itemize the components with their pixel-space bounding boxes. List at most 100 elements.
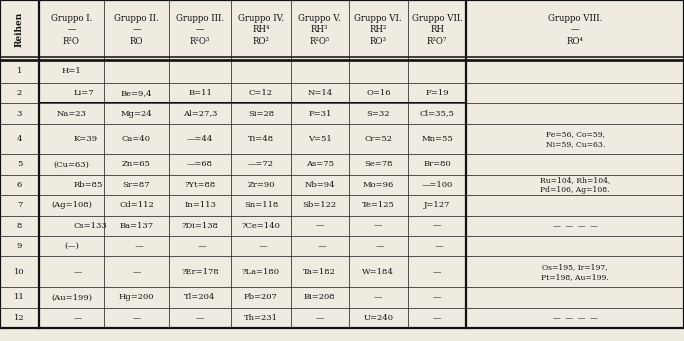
Text: —: —: [130, 242, 143, 250]
Text: 5: 5: [17, 160, 22, 168]
Text: Ba=137: Ba=137: [120, 222, 153, 230]
Text: —: —: [196, 314, 205, 322]
Text: Zn=65: Zn=65: [122, 160, 151, 168]
Text: 9: 9: [17, 242, 22, 250]
Text: 11: 11: [14, 293, 25, 301]
Text: Cr=52: Cr=52: [365, 135, 392, 143]
Text: —: —: [433, 222, 441, 230]
Text: Th=231: Th=231: [244, 314, 278, 322]
Text: —: —: [74, 314, 82, 322]
Text: —: —: [371, 242, 385, 250]
Text: (Ag=108): (Ag=108): [51, 201, 92, 209]
Text: Pb=207: Pb=207: [244, 293, 278, 301]
Text: F=19: F=19: [425, 89, 449, 97]
Text: Ti=48: Ti=48: [248, 135, 274, 143]
Text: Gruppo V.
RH³
R²O⁵: Gruppo V. RH³ R²O⁵: [298, 14, 341, 46]
Text: Gruppo IV.
RH⁴
RO²: Gruppo IV. RH⁴ RO²: [238, 14, 284, 46]
Text: Mo=96: Mo=96: [363, 181, 394, 189]
Text: Ta=182: Ta=182: [303, 268, 337, 276]
Text: Al=27,3: Al=27,3: [183, 109, 218, 118]
Text: Nb=94: Nb=94: [304, 181, 335, 189]
Text: ?La=180: ?La=180: [242, 268, 280, 276]
Text: U=240: U=240: [363, 314, 393, 322]
Text: —: —: [132, 314, 141, 322]
Text: —: —: [194, 242, 207, 250]
Text: —: —: [374, 293, 382, 301]
Text: V=51: V=51: [308, 135, 332, 143]
Text: —: —: [254, 242, 267, 250]
Text: Cs=133: Cs=133: [74, 222, 107, 230]
Text: —: —: [430, 242, 444, 250]
Text: —=72: —=72: [248, 160, 274, 168]
Text: Reihen: Reihen: [15, 12, 24, 47]
Text: W=184: W=184: [363, 268, 394, 276]
Text: (Cu=63): (Cu=63): [53, 160, 90, 168]
Text: Tl=204: Tl=204: [185, 293, 215, 301]
Text: —  —  —  —: — — — —: [553, 222, 598, 230]
Text: Hg=200: Hg=200: [119, 293, 154, 301]
Text: Ca=40: Ca=40: [122, 135, 151, 143]
Text: N=14: N=14: [307, 89, 332, 97]
Text: 3: 3: [17, 109, 22, 118]
Text: B=11: B=11: [188, 89, 212, 97]
Text: J=127: J=127: [424, 201, 450, 209]
Text: 4: 4: [16, 135, 23, 143]
Text: Sn=118: Sn=118: [244, 201, 278, 209]
Text: —: —: [374, 222, 382, 230]
Text: Mg=24: Mg=24: [120, 109, 153, 118]
Text: ?Di=138: ?Di=138: [181, 222, 219, 230]
Text: —: —: [132, 268, 141, 276]
Text: Sb=122: Sb=122: [303, 201, 337, 209]
Text: —: —: [433, 268, 441, 276]
Text: Si=28: Si=28: [248, 109, 274, 118]
Text: —: —: [433, 293, 441, 301]
Text: Br=80: Br=80: [423, 160, 451, 168]
Text: Mn=55: Mn=55: [421, 135, 453, 143]
Text: (Au=199): (Au=199): [51, 293, 92, 301]
Text: 10: 10: [14, 268, 25, 276]
Text: ?Er=178: ?Er=178: [181, 268, 219, 276]
Text: 6: 6: [17, 181, 22, 189]
Text: Rb=85: Rb=85: [74, 181, 103, 189]
Text: Se=78: Se=78: [364, 160, 393, 168]
Text: —=44: —=44: [187, 135, 213, 143]
Text: As=75: As=75: [306, 160, 334, 168]
Text: 12: 12: [14, 314, 25, 322]
Text: C=12: C=12: [249, 89, 273, 97]
Text: Gruppo VIII.
—
RO⁴: Gruppo VIII. — RO⁴: [548, 14, 603, 46]
Text: —: —: [433, 314, 441, 322]
Text: Fe=56, Co=59,
Ni=59, Cu=63.: Fe=56, Co=59, Ni=59, Cu=63.: [546, 130, 605, 148]
Text: —: —: [315, 314, 324, 322]
Text: Ru=104, Rh=104,
Pd=106, Ag=108.: Ru=104, Rh=104, Pd=106, Ag=108.: [540, 176, 610, 194]
Text: (—): (—): [64, 242, 79, 250]
Text: Zr=90: Zr=90: [247, 181, 275, 189]
Text: Bi=208: Bi=208: [304, 293, 336, 301]
Text: 2: 2: [17, 89, 22, 97]
Text: O=16: O=16: [366, 89, 391, 97]
Text: —: —: [74, 268, 82, 276]
Text: 7: 7: [17, 201, 22, 209]
Text: ?Yt=88: ?Yt=88: [185, 181, 215, 189]
Text: ?Ce=140: ?Ce=140: [241, 222, 280, 230]
Text: —  —  —  —: — — — —: [553, 314, 598, 322]
Text: Gruppo VI.
RH²
RO³: Gruppo VI. RH² RO³: [354, 14, 402, 46]
Text: Gruppo II.
—
RO: Gruppo II. — RO: [114, 14, 159, 46]
Text: Cl=35,5: Cl=35,5: [420, 109, 454, 118]
Text: Cd=112: Cd=112: [119, 201, 154, 209]
Text: K=39: K=39: [74, 135, 98, 143]
Text: P=31: P=31: [308, 109, 332, 118]
Text: Sr=87: Sr=87: [122, 181, 150, 189]
Text: In=113: In=113: [184, 201, 216, 209]
Text: —: —: [313, 242, 326, 250]
Text: Gruppo III.
—
R²O³: Gruppo III. — R²O³: [176, 14, 224, 46]
Text: Li=7: Li=7: [74, 89, 94, 97]
Text: —=68: —=68: [187, 160, 213, 168]
Text: S=32: S=32: [367, 109, 390, 118]
Text: 8: 8: [17, 222, 22, 230]
Text: Na=23: Na=23: [57, 109, 86, 118]
Text: Te=125: Te=125: [362, 201, 395, 209]
Text: —=100: —=100: [421, 181, 453, 189]
Text: Os=195, Ir=197,
Pt=198, Au=199.: Os=195, Ir=197, Pt=198, Au=199.: [541, 263, 609, 281]
Text: —: —: [315, 222, 324, 230]
Text: 1: 1: [17, 67, 22, 75]
